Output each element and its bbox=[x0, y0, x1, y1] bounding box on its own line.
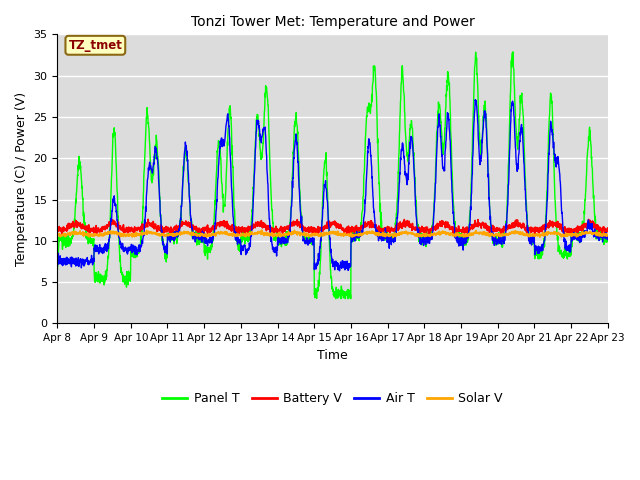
Air T bbox=[556, 170, 563, 176]
Line: Panel T: Panel T bbox=[58, 52, 608, 299]
Battery V bbox=[207, 228, 215, 234]
Battery V bbox=[144, 216, 152, 222]
Line: Battery V: Battery V bbox=[58, 219, 608, 235]
Air T bbox=[349, 233, 356, 239]
Line: Solar V: Solar V bbox=[58, 230, 608, 237]
Battery V bbox=[54, 226, 61, 232]
Air T bbox=[604, 234, 612, 240]
Panel T bbox=[604, 239, 612, 244]
Panel T bbox=[509, 49, 516, 55]
Y-axis label: Temperature (C) / Power (V): Temperature (C) / Power (V) bbox=[15, 92, 28, 266]
Panel T bbox=[493, 241, 500, 247]
Panel T bbox=[349, 228, 356, 234]
Solar V bbox=[349, 233, 356, 239]
Battery V bbox=[361, 223, 369, 228]
Battery V bbox=[92, 232, 99, 238]
Battery V bbox=[349, 228, 356, 234]
Air T bbox=[493, 241, 500, 247]
Battery V bbox=[604, 225, 612, 231]
Air T bbox=[336, 268, 344, 274]
Solar V bbox=[390, 234, 397, 240]
Solar V bbox=[361, 230, 369, 236]
X-axis label: Time: Time bbox=[317, 348, 348, 362]
Battery V bbox=[571, 228, 579, 234]
Battery V bbox=[556, 221, 563, 227]
Air T bbox=[361, 210, 369, 216]
Panel T bbox=[54, 267, 61, 273]
Panel T bbox=[332, 296, 340, 301]
Line: Air T: Air T bbox=[58, 100, 608, 271]
Solar V bbox=[207, 232, 214, 238]
Text: TZ_tmet: TZ_tmet bbox=[68, 39, 122, 52]
Solar V bbox=[258, 227, 266, 233]
Title: Tonzi Tower Met: Temperature and Power: Tonzi Tower Met: Temperature and Power bbox=[191, 15, 474, 29]
Legend: Panel T, Battery V, Air T, Solar V: Panel T, Battery V, Air T, Solar V bbox=[157, 387, 508, 410]
Solar V bbox=[493, 232, 500, 238]
Solar V bbox=[54, 232, 61, 238]
Air T bbox=[54, 263, 61, 268]
Panel T bbox=[361, 164, 369, 170]
Air T bbox=[207, 239, 214, 245]
Panel T bbox=[556, 244, 563, 250]
Air T bbox=[571, 236, 579, 242]
Air T bbox=[471, 97, 479, 103]
Panel T bbox=[571, 231, 579, 237]
Panel T bbox=[207, 247, 214, 252]
Solar V bbox=[571, 233, 579, 239]
Battery V bbox=[493, 225, 500, 230]
Solar V bbox=[604, 232, 612, 238]
Solar V bbox=[556, 230, 563, 236]
